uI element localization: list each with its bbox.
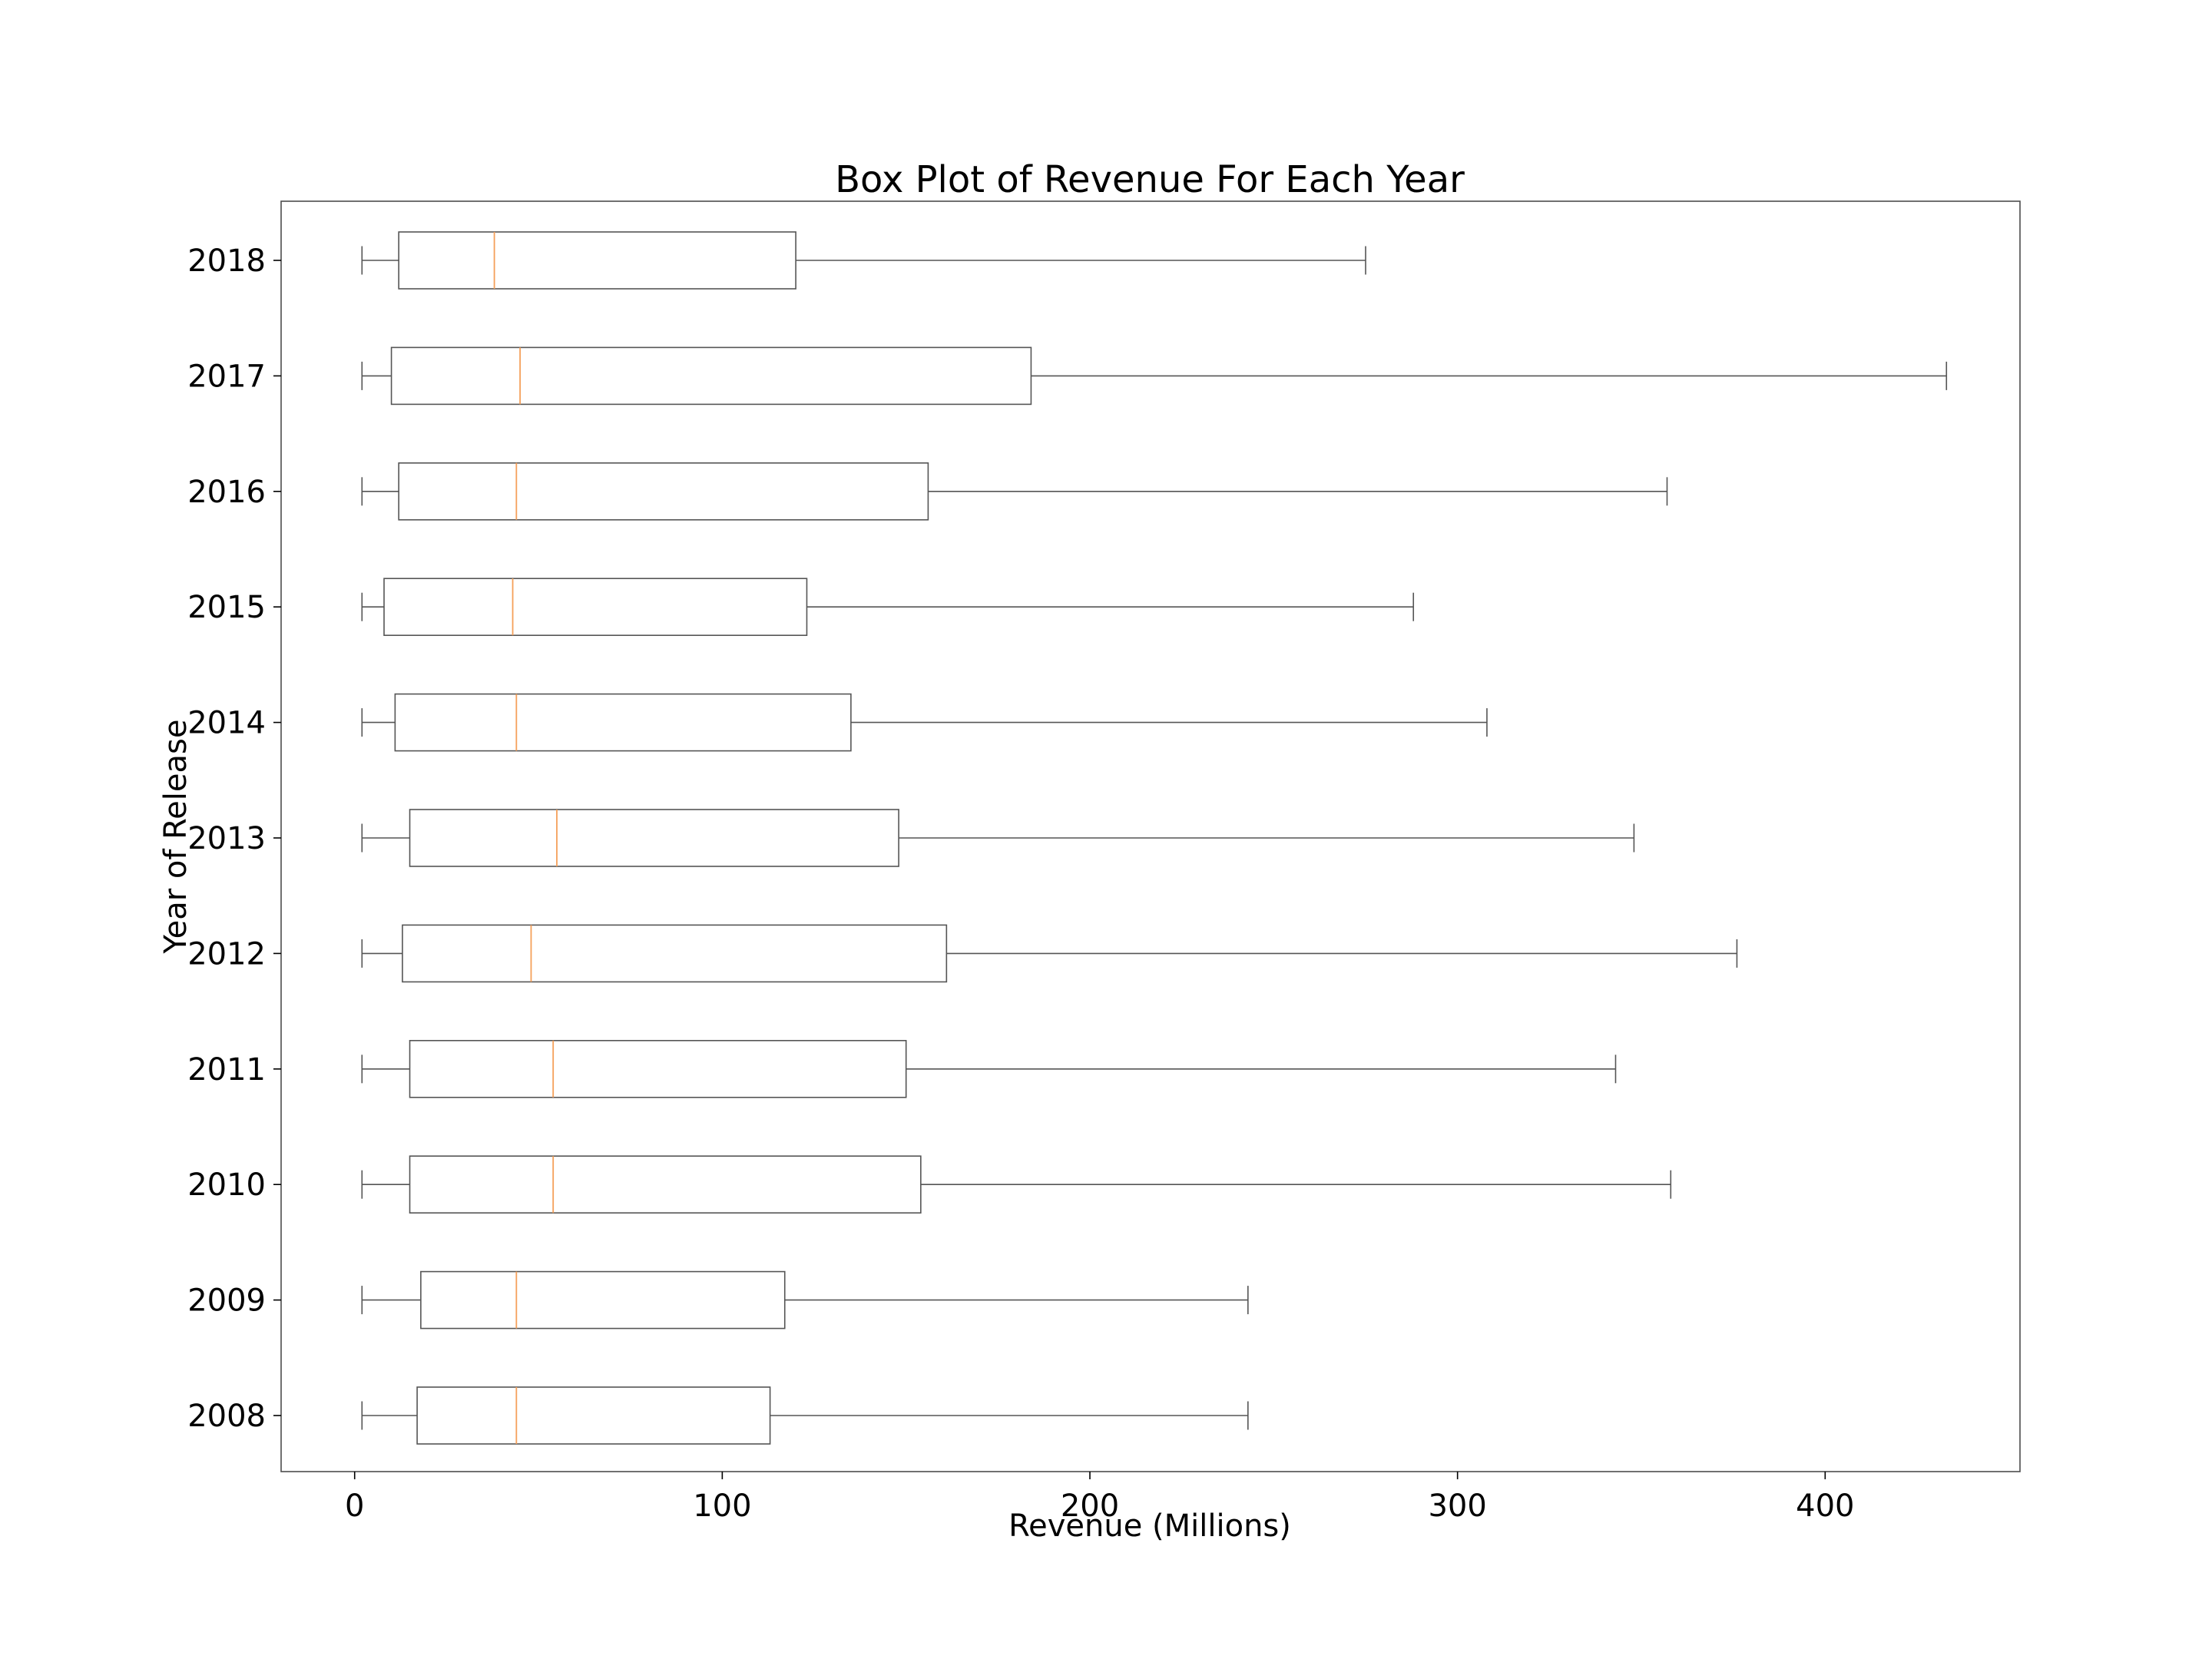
chart-title: Box Plot of Revenue For Each Year bbox=[835, 158, 1465, 201]
iqr-box bbox=[416, 1386, 771, 1445]
x-tick-label: 100 bbox=[693, 1488, 751, 1524]
y-tick-label: 2012 bbox=[187, 936, 266, 972]
y-tick-label: 2015 bbox=[187, 590, 266, 625]
box-2009 bbox=[361, 1270, 1249, 1330]
box-2016 bbox=[361, 462, 1668, 521]
box-2017 bbox=[361, 346, 1948, 406]
box-2012 bbox=[361, 924, 1738, 983]
iqr-box bbox=[394, 693, 852, 752]
iqr-box bbox=[383, 578, 808, 637]
x-tick-label: 300 bbox=[1428, 1488, 1486, 1524]
y-tick-label: 2011 bbox=[187, 1052, 266, 1088]
box-2011 bbox=[361, 1040, 1617, 1098]
y-tick-label: 2008 bbox=[187, 1399, 266, 1434]
box-2008 bbox=[361, 1386, 1249, 1445]
iqr-box bbox=[398, 462, 929, 521]
x-tick-label: 400 bbox=[1796, 1488, 1854, 1524]
y-tick-label: 2009 bbox=[187, 1283, 266, 1319]
y-tick-label: 2016 bbox=[187, 475, 266, 510]
y-tick-label: 2017 bbox=[187, 359, 266, 394]
iqr-box bbox=[409, 1040, 907, 1098]
box-2018 bbox=[361, 231, 1366, 290]
y-tick-label: 2013 bbox=[187, 821, 266, 856]
plot-frame bbox=[280, 200, 2021, 1472]
box-2013 bbox=[361, 809, 1635, 867]
iqr-box bbox=[420, 1270, 786, 1330]
y-tick-label: 2018 bbox=[187, 243, 266, 279]
x-axis: 0 100 200 300 400 bbox=[345, 1472, 1854, 1524]
iqr-box bbox=[398, 231, 796, 290]
y-axis-label: Year of Release bbox=[158, 720, 194, 955]
x-axis-label: Revenue (Millions) bbox=[1008, 1508, 1291, 1544]
y-tick-label: 2014 bbox=[187, 706, 266, 741]
box-2015 bbox=[361, 578, 1415, 637]
iqr-box bbox=[402, 924, 948, 983]
iqr-box bbox=[390, 346, 1032, 406]
box-2010 bbox=[361, 1155, 1672, 1214]
x-tick-label: 0 bbox=[345, 1488, 364, 1524]
y-tick-label: 2010 bbox=[187, 1167, 266, 1203]
x-tick-label: 200 bbox=[1061, 1488, 1119, 1524]
y-axis: 2008 2009 2010 2011 2012 2013 2014 2015 2016 2017… bbox=[187, 243, 281, 1434]
box-2014 bbox=[361, 693, 1488, 752]
iqr-box bbox=[409, 1155, 922, 1214]
boxes-layer bbox=[361, 231, 1948, 1445]
iqr-box bbox=[409, 809, 899, 867]
